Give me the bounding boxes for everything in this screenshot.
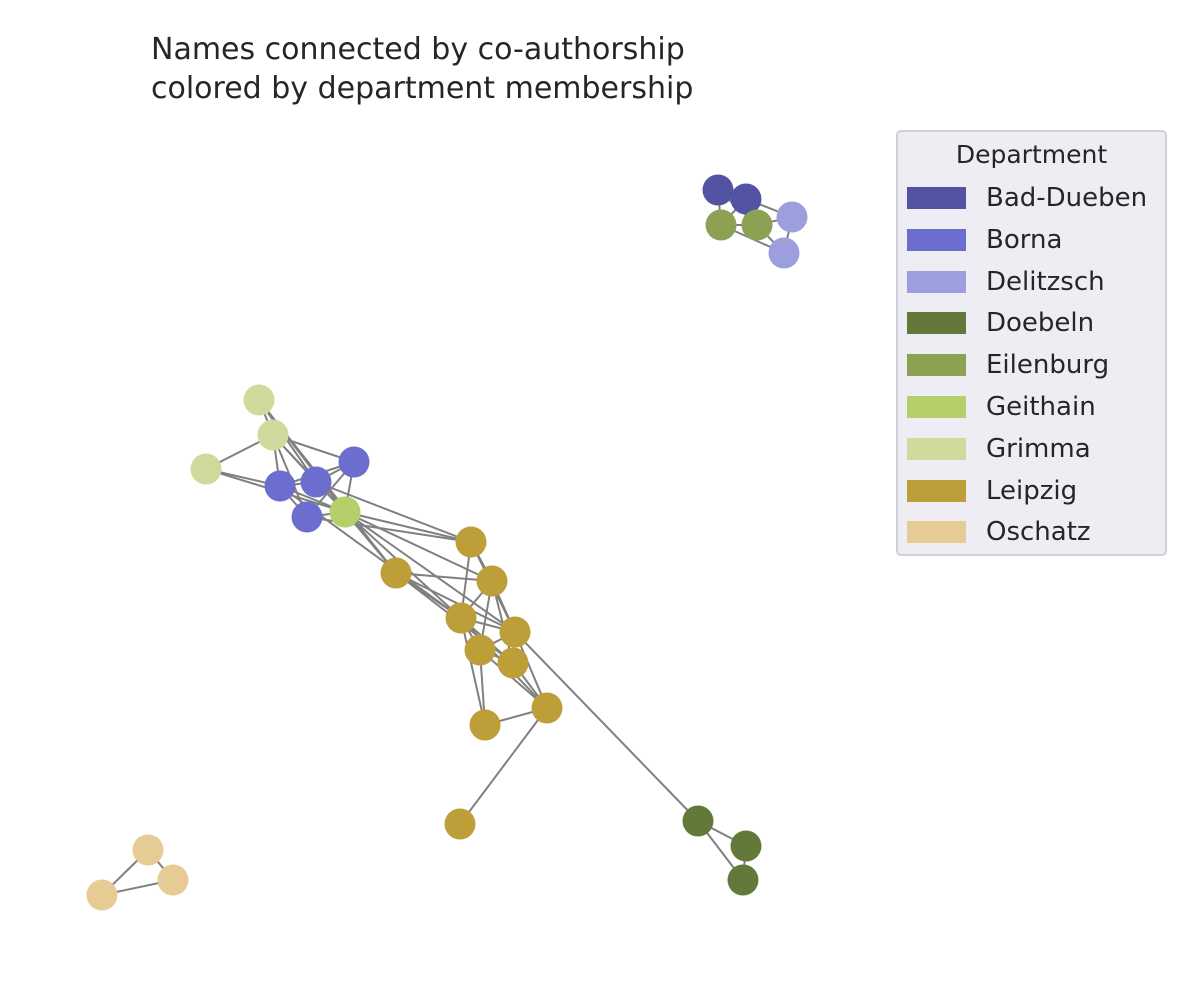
- node-ei2: [741, 209, 773, 241]
- node-gr2: [257, 419, 289, 451]
- edge-le4-le9: [460, 617, 486, 726]
- legend-entry-leipzig: Leipzig: [907, 470, 1077, 512]
- node-le9: [469, 709, 501, 741]
- node-le3: [476, 565, 508, 597]
- node-bo1: [300, 466, 332, 498]
- legend-swatch: [907, 187, 966, 209]
- node-le7: [497, 647, 529, 679]
- node-le8: [531, 692, 563, 724]
- node-bo4: [338, 446, 370, 478]
- node-gr1: [190, 453, 222, 485]
- node-do1: [682, 805, 714, 837]
- node-le5: [499, 616, 531, 648]
- edge-le5-do1: [514, 631, 699, 822]
- node-le10: [444, 808, 476, 840]
- legend-swatch: [907, 270, 966, 293]
- chart-title: Names connected by co-authorship colored…: [151, 30, 693, 108]
- node-bo2: [264, 470, 296, 502]
- legend-label: Borna: [986, 224, 1063, 255]
- node-le4: [445, 602, 477, 634]
- node-ei1: [705, 209, 737, 241]
- edge-le8-le10: [459, 707, 548, 825]
- edge-le1-le3: [395, 572, 493, 582]
- edges-layer: [101, 189, 793, 896]
- legend-label: Oschatz: [986, 517, 1091, 548]
- edge-bo3-le2: [306, 516, 472, 543]
- legend-entry-delitzsch: Delitzsch: [907, 261, 1105, 303]
- legend-entry-borna: Borna: [907, 219, 1062, 261]
- node-os2: [157, 864, 189, 896]
- legend-label: Grimma: [986, 433, 1091, 464]
- node-le1: [380, 557, 412, 589]
- legend-entry-geithain: Geithain: [907, 386, 1096, 428]
- node-do3: [727, 864, 759, 896]
- node-os3: [86, 879, 118, 911]
- legend: Department Bad-Dueben Borna Delitzsch Doebe…: [896, 130, 1167, 556]
- legend-swatch: [907, 396, 966, 418]
- legend-swatch: [907, 521, 966, 544]
- legend-swatch: [907, 312, 966, 335]
- legend-entry-eilenburg: Eilenburg: [907, 344, 1109, 386]
- legend-swatch: [907, 437, 966, 460]
- node-de2: [768, 237, 800, 269]
- node-bd1: [702, 174, 734, 206]
- node-bo3: [291, 501, 323, 533]
- node-le6: [464, 634, 496, 666]
- legend-label: Bad-Dueben: [986, 183, 1148, 213]
- legend-entry-doebeln: Doebeln: [907, 302, 1094, 344]
- edge-bo1-le2: [315, 481, 472, 543]
- chart-title-line-1: Names connected by co-authorship: [151, 32, 685, 67]
- legend-title: Department: [955, 140, 1108, 169]
- legend-entry-grimma: Grimma: [907, 428, 1091, 470]
- node-bd2: [730, 183, 762, 215]
- legend-label: Delitzsch: [986, 266, 1105, 297]
- edge-le1-le5: [395, 572, 516, 633]
- nodes-layer: [86, 174, 808, 911]
- edge-ge1-le2: [344, 511, 472, 543]
- node-de1: [776, 201, 808, 233]
- legend-label: Doebeln: [986, 308, 1095, 339]
- legend-label: Eilenburg: [986, 350, 1110, 381]
- node-os1: [132, 834, 164, 866]
- node-gr3: [243, 384, 275, 416]
- legend-entry-oschatz: Oschatz: [907, 511, 1091, 553]
- node-le2: [455, 526, 487, 558]
- chart-title-line-2: colored by department membership: [151, 71, 694, 106]
- legend-entry-bad-dueben: Bad-Dueben: [907, 177, 1147, 219]
- legend-swatch: [907, 354, 966, 377]
- legend-label: Geithain: [986, 392, 1096, 422]
- node-ge1: [329, 496, 361, 528]
- legend-swatch: [907, 228, 966, 251]
- node-do2: [730, 830, 762, 862]
- legend-swatch: [907, 479, 966, 502]
- network-graph: [86, 174, 808, 911]
- legend-label: Leipzig: [986, 475, 1078, 506]
